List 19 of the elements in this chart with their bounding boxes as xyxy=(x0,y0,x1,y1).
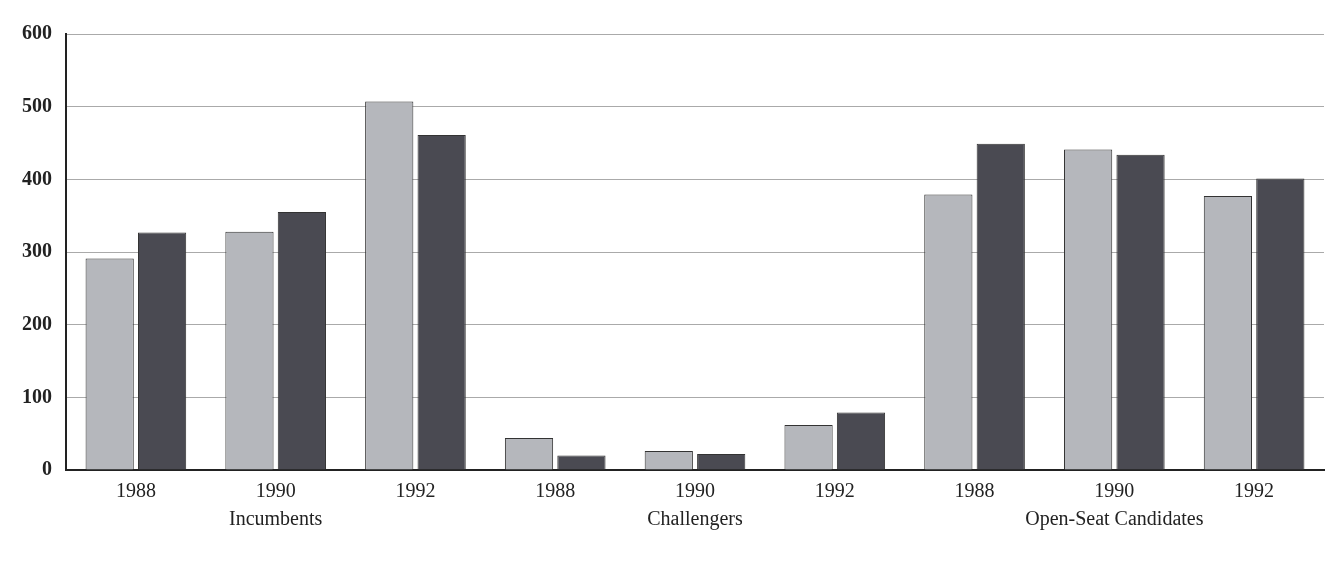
x-tick-label: 1988 xyxy=(115,479,156,502)
x-tick-label: 1990 xyxy=(675,479,715,502)
text: Challengers xyxy=(647,507,743,531)
y-tick-label: 400 xyxy=(22,166,52,189)
x-tick-label: 1988 xyxy=(954,479,995,502)
x-tick-label: 1990 xyxy=(255,479,296,502)
text: Incumbents xyxy=(229,507,323,530)
x-tick-label: 1992 xyxy=(1234,479,1275,502)
y-tick-label: 100 xyxy=(22,384,52,407)
x-tick-label: 1988 xyxy=(535,479,576,502)
text: Open-Seat Candidates xyxy=(1025,507,1204,531)
y-tick-label: 200 xyxy=(22,311,52,334)
x-tick-label: 1992 xyxy=(814,479,855,502)
x-tick-label: 1990 xyxy=(1094,479,1135,502)
y-tick-label: 500 xyxy=(22,93,52,116)
y-tick-label: 0 xyxy=(42,457,52,480)
y-tick-label: 300 xyxy=(22,239,52,262)
x-tick-label: 1992 xyxy=(395,479,436,502)
y-tick-label: 600 xyxy=(22,21,52,44)
